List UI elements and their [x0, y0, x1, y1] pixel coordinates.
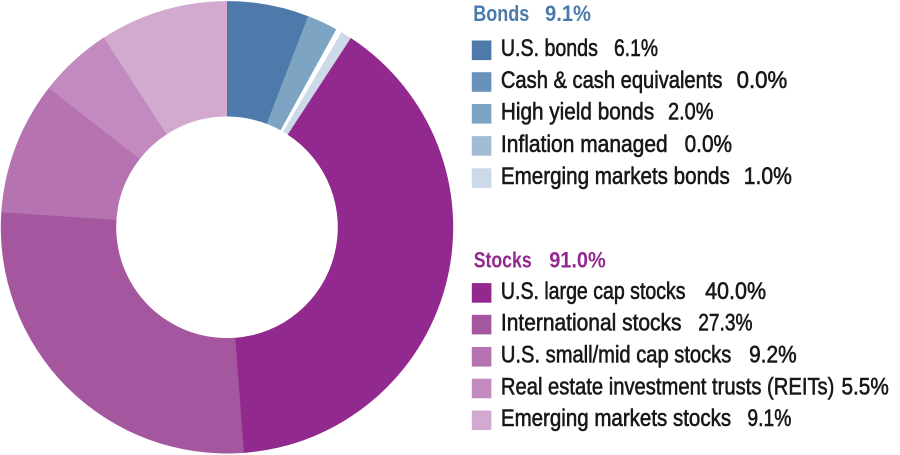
svg-text:Cash & cash equivalents: Cash & cash equivalents — [501, 67, 723, 94]
svg-text:High yield bonds: High yield bonds — [501, 99, 654, 126]
svg-text:U.S. bonds: U.S. bonds — [501, 35, 598, 62]
svg-text:40.0%: 40.0% — [705, 278, 766, 305]
svg-text:1.0%: 1.0% — [744, 163, 792, 190]
svg-text:U.S. small/mid cap stocks: U.S. small/mid cap stocks — [501, 342, 731, 369]
svg-text:6.1%: 6.1% — [614, 35, 658, 62]
svg-text:9.1%: 9.1% — [545, 1, 591, 26]
svg-text:Bonds: Bonds — [473, 1, 529, 26]
svg-text:U.S. large cap stocks: U.S. large cap stocks — [501, 278, 686, 305]
svg-text:Inflation managed: Inflation managed — [501, 131, 668, 158]
svg-text:International stocks: International stocks — [501, 310, 682, 337]
svg-text:9.2%: 9.2% — [749, 342, 797, 369]
svg-text:0.0%: 0.0% — [685, 131, 732, 158]
svg-text:91.0%: 91.0% — [549, 247, 606, 272]
svg-text:27.3%: 27.3% — [698, 310, 752, 337]
svg-text:9.1%: 9.1% — [747, 405, 791, 432]
svg-text:5.5%: 5.5% — [842, 373, 889, 400]
svg-text:Stocks: Stocks — [474, 247, 532, 272]
svg-text:Emerging markets stocks: Emerging markets stocks — [501, 405, 731, 432]
svg-text:Real estate investment trusts: Real estate investment trusts (REITs) — [501, 373, 835, 400]
svg-text:2.0%: 2.0% — [668, 99, 713, 126]
svg-text:Emerging markets bonds: Emerging markets bonds — [501, 163, 730, 190]
svg-text:0.0%: 0.0% — [737, 67, 788, 94]
